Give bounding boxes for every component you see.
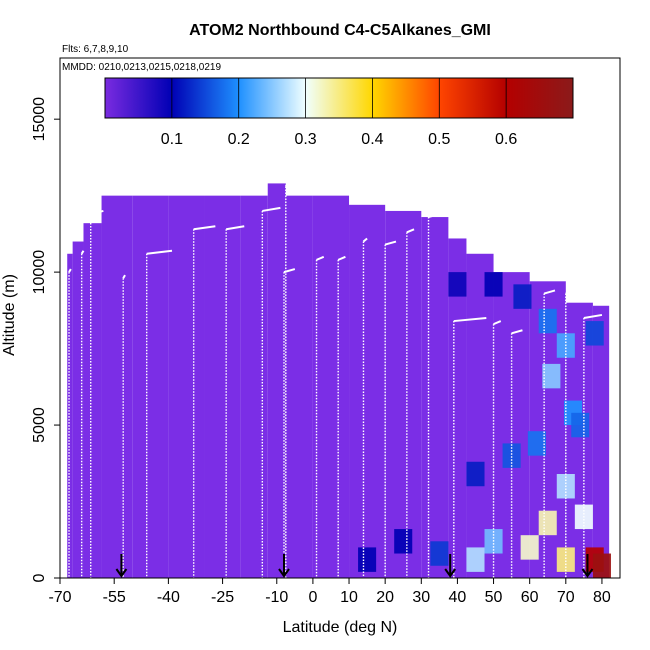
curtain-column xyxy=(204,195,241,578)
colorbar-tick-label: 0.4 xyxy=(361,131,383,148)
x-tick-label: 20 xyxy=(376,589,394,606)
x-tick-label: 0 xyxy=(308,589,317,606)
heatmap-cell xyxy=(585,321,604,346)
heatmap-cell xyxy=(466,547,485,572)
y-tick-label: 5000 xyxy=(31,407,48,443)
colorbar-tick-label: 0.5 xyxy=(428,131,450,148)
heatmap-cell xyxy=(513,284,532,309)
curtain-column xyxy=(493,272,530,578)
y-axis-label: Altitude (m) xyxy=(1,274,18,356)
colorbar-tick-label: 0.2 xyxy=(228,131,250,148)
curtain-column xyxy=(132,195,169,578)
curtain-column xyxy=(83,223,102,578)
x-tick-label: 10 xyxy=(340,589,358,606)
heatmap-cells xyxy=(67,183,611,578)
down-arrow xyxy=(444,554,457,578)
x-axis: -70 -55 -40 -25 -10 0 10 20 30 40 50 60 70 80 xyxy=(48,577,620,606)
profile-level xyxy=(565,289,574,295)
curtain-column xyxy=(349,204,386,578)
chart-title: ATOM2 Northbound C4-C5Alkanes_GMI xyxy=(189,22,491,39)
x-tick-label: -55 xyxy=(103,589,126,606)
profile-level xyxy=(511,329,523,335)
heatmap-cell xyxy=(466,461,485,487)
heatmap-cell xyxy=(538,510,557,536)
curtain-column xyxy=(267,183,286,578)
heatmap-cell xyxy=(592,553,611,578)
curtain-column xyxy=(285,195,313,578)
profile-level xyxy=(80,250,85,255)
y-tick-label: 10000 xyxy=(31,250,48,295)
curtain-column xyxy=(240,195,268,578)
x-tick-label: 30 xyxy=(412,589,430,606)
arrow-markers xyxy=(115,554,594,578)
x-tick-label: 60 xyxy=(521,589,539,606)
x-tick-label: -10 xyxy=(265,589,288,606)
x-tick-label: -25 xyxy=(211,589,234,606)
down-arrow xyxy=(581,554,594,578)
heatmap-cell xyxy=(448,272,467,297)
curtain-column xyxy=(592,305,610,578)
x-tick-label: 70 xyxy=(557,589,575,606)
profile-level xyxy=(543,289,556,295)
profile-level xyxy=(406,228,415,234)
profile-level xyxy=(337,255,346,261)
profile-level xyxy=(362,237,368,243)
x-tick-label: 80 xyxy=(593,589,611,606)
profile-level xyxy=(453,317,487,323)
profile-level xyxy=(316,255,325,261)
profile-level xyxy=(226,225,245,231)
flight-profiles xyxy=(68,182,603,578)
profile-level xyxy=(193,225,216,231)
colorbar-tick-label: 0.3 xyxy=(294,131,316,148)
profile-level xyxy=(384,240,397,246)
x-tick-label: -70 xyxy=(48,589,71,606)
heatmap-cell xyxy=(394,529,413,554)
profile-level xyxy=(122,274,126,279)
x-tick-label: -40 xyxy=(157,589,180,606)
profile-level xyxy=(583,313,603,319)
curtain-column xyxy=(466,253,494,578)
curtain-column xyxy=(448,238,467,578)
profile-level xyxy=(68,268,72,273)
heatmap-cell xyxy=(527,431,546,456)
flights-note: Flts: 6,7,8,9,10 xyxy=(62,44,129,55)
x-tick-label: 50 xyxy=(485,589,503,606)
curtain-column xyxy=(385,210,422,578)
x-tick-label: 40 xyxy=(449,589,467,606)
heatmap-cell xyxy=(556,547,575,572)
profile-level xyxy=(262,206,281,212)
profile-level xyxy=(146,249,173,255)
heatmap-cell xyxy=(430,541,449,566)
profile-level xyxy=(284,182,289,187)
curtain-column xyxy=(67,253,73,578)
curtain-column xyxy=(168,195,205,578)
curtain-column xyxy=(101,195,133,578)
colorbar xyxy=(104,77,574,119)
profile-level xyxy=(90,209,104,215)
colorbar-ticks: 0.1 0.2 0.3 0.4 0.5 0.6 xyxy=(161,78,517,148)
curtain-column xyxy=(312,195,350,578)
heatmap-cell xyxy=(520,535,539,560)
down-arrow xyxy=(278,554,290,578)
down-arrow xyxy=(115,554,128,578)
curtain-column xyxy=(421,217,449,578)
heatmap-cell xyxy=(484,272,503,297)
profile-level xyxy=(493,320,502,326)
dates-note: MMDD: 0210,0213,0215,0218,0219 xyxy=(62,62,221,73)
profile-level xyxy=(428,213,440,219)
colorbar-tick-label: 0.6 xyxy=(495,131,517,148)
y-tick-label: 15000 xyxy=(31,97,48,142)
curtain-column xyxy=(72,241,84,578)
heatmap-cell xyxy=(571,412,590,438)
y-axis: 0 5000 10000 15000 xyxy=(31,97,60,582)
heatmap-cell xyxy=(502,443,521,468)
colorbar-tick-label: 0.1 xyxy=(161,131,183,148)
y-tick-label: 0 xyxy=(31,573,48,582)
heatmap-cell xyxy=(542,363,561,389)
x-axis-label: Latitude (deg N) xyxy=(283,619,398,636)
heatmap-cell xyxy=(538,308,557,334)
profile-level xyxy=(283,268,296,274)
heatmap-cell xyxy=(358,547,377,572)
